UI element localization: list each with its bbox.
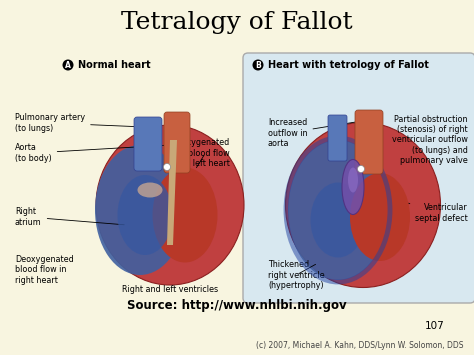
Text: (c) 2007, Michael A. Kahn, DDS/Lynn W. Solomon, DDS: (c) 2007, Michael A. Kahn, DDS/Lynn W. S… xyxy=(256,340,464,350)
Text: Ventricular
septal defect: Ventricular septal defect xyxy=(365,191,468,223)
Text: Increased
outflow in
aorta: Increased outflow in aorta xyxy=(268,118,365,148)
Text: Right and left ventricles: Right and left ventricles xyxy=(122,285,218,295)
Text: Partial obstruction
(stenosis) of right
ventricular outflow
(to lungs) and
pulmo: Partial obstruction (stenosis) of right … xyxy=(392,115,468,165)
Text: Tetralogy of Fallot: Tetralogy of Fallot xyxy=(121,11,353,33)
Ellipse shape xyxy=(357,165,365,173)
Ellipse shape xyxy=(310,182,365,257)
FancyBboxPatch shape xyxy=(134,117,162,171)
Ellipse shape xyxy=(137,182,163,197)
Ellipse shape xyxy=(95,145,185,275)
FancyBboxPatch shape xyxy=(328,115,347,161)
Ellipse shape xyxy=(253,60,264,71)
Text: B: B xyxy=(255,60,261,70)
Ellipse shape xyxy=(348,168,358,192)
Ellipse shape xyxy=(118,175,173,255)
Ellipse shape xyxy=(285,122,440,288)
FancyBboxPatch shape xyxy=(243,53,474,303)
Text: Source: http://www.nhlbi.nih.gov: Source: http://www.nhlbi.nih.gov xyxy=(127,299,347,311)
Text: Aorta
(to body): Aorta (to body) xyxy=(15,143,167,163)
Text: A: A xyxy=(65,60,71,70)
Ellipse shape xyxy=(164,164,171,170)
Ellipse shape xyxy=(288,140,388,280)
Polygon shape xyxy=(167,140,177,245)
FancyBboxPatch shape xyxy=(164,112,190,173)
Ellipse shape xyxy=(96,125,244,285)
Text: Normal heart: Normal heart xyxy=(78,60,151,70)
Text: 107: 107 xyxy=(425,321,445,331)
Text: Deoxygenated
blood flow in
right heart: Deoxygenated blood flow in right heart xyxy=(15,255,74,285)
Text: Pulmonary artery
(to lungs): Pulmonary artery (to lungs) xyxy=(15,113,142,133)
Text: Thickened
right ventricle
(hypertrophy): Thickened right ventricle (hypertrophy) xyxy=(268,260,325,290)
Text: Oxygenated
blood flow
in left heart: Oxygenated blood flow in left heart xyxy=(181,138,230,168)
Text: Right
atrium: Right atrium xyxy=(15,207,124,227)
Ellipse shape xyxy=(342,159,364,214)
Text: Heart with tetrology of Fallot: Heart with tetrology of Fallot xyxy=(268,60,429,70)
Ellipse shape xyxy=(153,168,218,262)
FancyBboxPatch shape xyxy=(355,110,383,174)
Ellipse shape xyxy=(350,173,410,261)
Ellipse shape xyxy=(63,60,73,71)
